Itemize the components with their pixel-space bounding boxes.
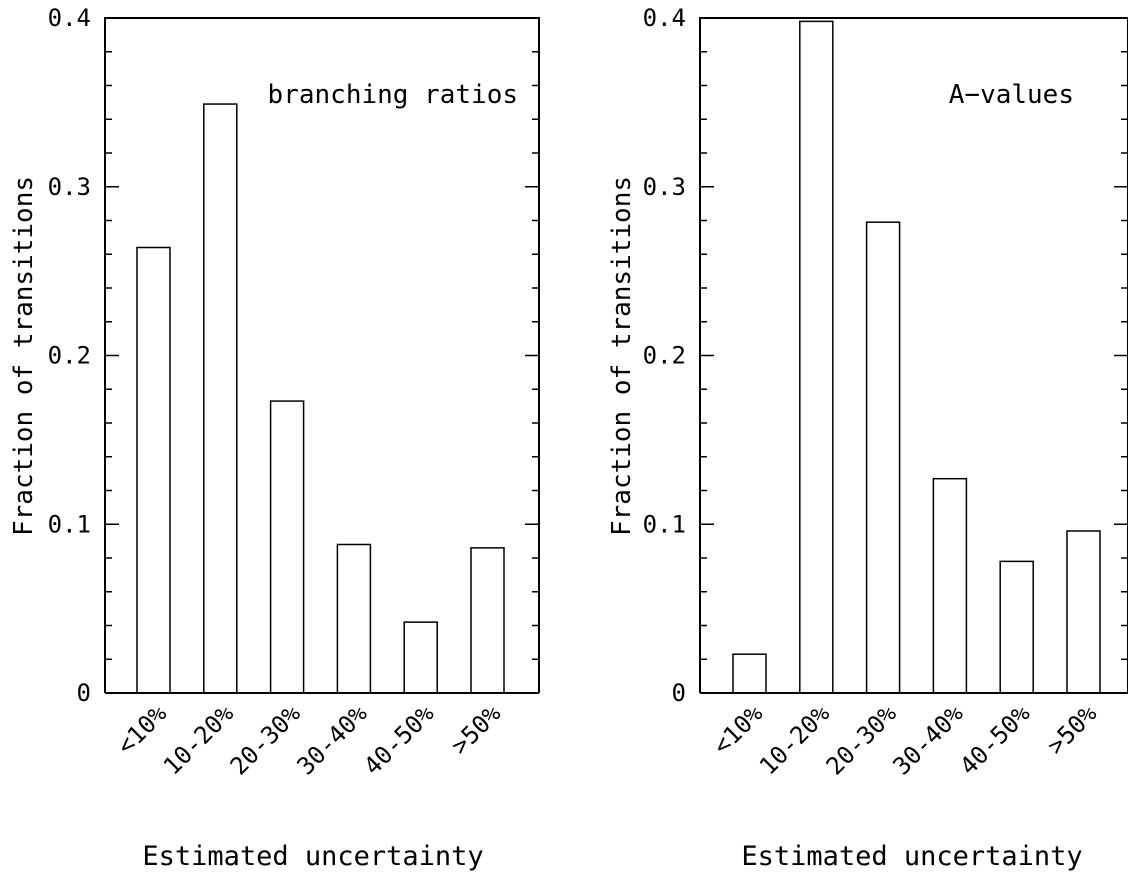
bar-3 xyxy=(932,477,968,694)
x-tick-label: 10-20% xyxy=(754,699,835,780)
plot-frame xyxy=(104,17,540,694)
y-tick-label: 0.1 xyxy=(643,510,686,538)
bar-4 xyxy=(403,621,438,694)
x-tick-label: 20-30% xyxy=(225,699,306,780)
y-axis-label: Fraction of transitions xyxy=(9,176,39,536)
bar-4 xyxy=(999,560,1034,694)
x-tick-label: 20-30% xyxy=(821,699,902,780)
x-axis-label: Estimated uncertainty xyxy=(741,841,1082,872)
x-axis-label: Estimated uncertainty xyxy=(142,841,483,872)
x-tick-label: 40-50% xyxy=(954,699,1035,780)
chart-annotation: branching ratios xyxy=(268,80,518,110)
x-tick-label: 30-40% xyxy=(292,699,373,780)
x-tick-label: >50% xyxy=(1042,699,1103,760)
y-axis-label: Fraction of transitions xyxy=(607,176,637,536)
bar-1 xyxy=(799,20,834,694)
chart-a-values: A−values Fraction of transitions Estimat… xyxy=(607,4,1128,872)
x-tick-label: 10-20% xyxy=(158,699,239,780)
y-tick-label: 0.3 xyxy=(48,173,91,201)
x-tick-label: <10% xyxy=(708,699,769,760)
bar-3 xyxy=(336,543,372,694)
y-tick-label: 0.3 xyxy=(643,173,686,201)
plot-frame xyxy=(699,17,1128,694)
chart-branching-ratios: branching ratios Fraction of transitions… xyxy=(9,4,540,872)
y-tick-label: 0.1 xyxy=(48,510,91,538)
bar-2 xyxy=(865,221,901,694)
bar-2 xyxy=(269,400,305,694)
x-tick-label: >50% xyxy=(446,699,507,760)
y-tick-label: 0.2 xyxy=(643,342,686,370)
chart-annotation: A−values xyxy=(949,80,1074,110)
bar-0 xyxy=(136,246,171,694)
y-tick-label: 0 xyxy=(77,679,91,707)
y-tick-label: 0.4 xyxy=(643,4,686,32)
y-tick-label: 0.2 xyxy=(48,342,91,370)
y-tick-label: 0.4 xyxy=(48,4,91,32)
bar-5 xyxy=(1066,530,1101,694)
y-tick-label: 0 xyxy=(672,679,686,707)
x-tick-label: <10% xyxy=(112,699,173,760)
bar-1 xyxy=(203,103,238,694)
bar-0 xyxy=(732,653,767,694)
bar-5 xyxy=(470,547,505,694)
x-tick-label: 40-50% xyxy=(358,699,439,780)
x-tick-label: 30-40% xyxy=(888,699,969,780)
